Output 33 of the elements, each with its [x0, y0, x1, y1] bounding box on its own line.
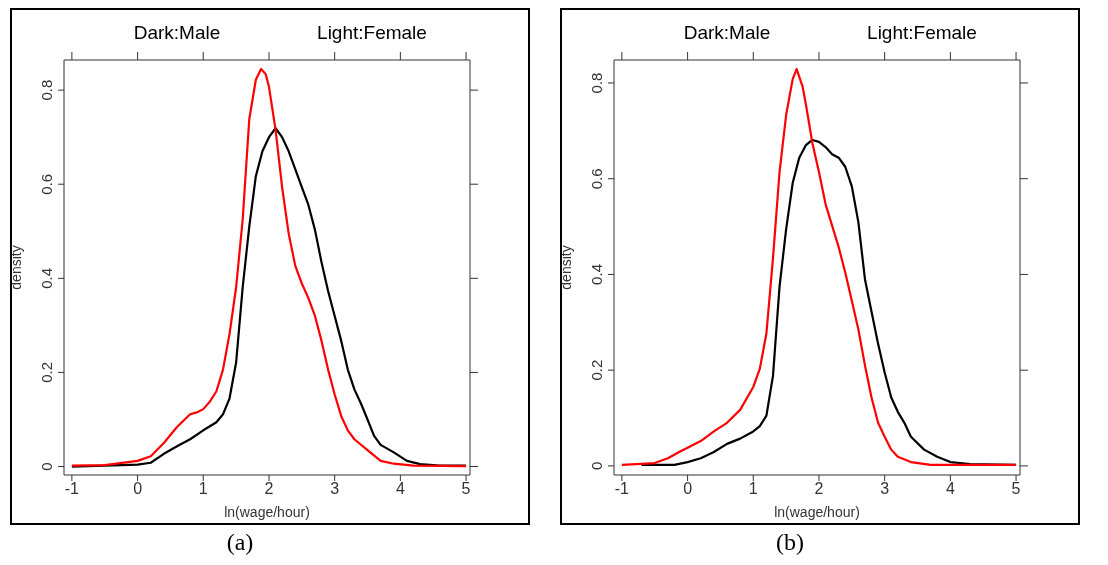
x-tick-label: 5 [461, 480, 471, 498]
y-tick-label: 0.2 [588, 359, 605, 381]
x-tick-label: 1 [198, 480, 208, 498]
x-tick-label: 0 [133, 480, 143, 498]
y-tick-label: 0.6 [38, 173, 55, 195]
y-tick-label: 0.8 [38, 79, 55, 101]
x-tick-label: 1 [748, 480, 758, 498]
x-tick-label: 2 [814, 480, 824, 498]
x-tick-label: 0 [683, 480, 693, 498]
y-tick-label: 0.6 [588, 168, 605, 190]
y-tick-label: 0.2 [38, 362, 55, 383]
x-tick-label: 5 [1011, 480, 1021, 498]
line-series [620, 68, 1018, 467]
x-tick-label: 4 [395, 480, 405, 498]
x-tick-label: -1 [64, 480, 80, 498]
y-tick-label: 0 [38, 462, 55, 471]
x-axis-title: ln(wage/hour) [774, 504, 860, 520]
x-tick-label: 4 [945, 480, 955, 498]
text: Dark:Male [132, 22, 222, 44]
y-tick-label: 0.4 [588, 264, 605, 285]
y-tick-label: 0.4 [38, 267, 55, 289]
text: (b) [775, 529, 805, 556]
y-tick-label: 0.8 [588, 72, 605, 94]
x-tick-label: -1 [614, 480, 630, 498]
text: Light:Female [316, 22, 428, 44]
x-tick-label: 3 [880, 480, 890, 498]
x-axis-title: ln(wage/hour) [224, 504, 310, 520]
x-tick-label: 2 [264, 480, 274, 498]
text: (a) [225, 529, 255, 556]
y-tick-label: 0 [588, 461, 605, 471]
x-tick-label: 3 [330, 480, 340, 498]
text: Light:Female [866, 22, 978, 44]
text: Dark:Male [682, 22, 772, 44]
